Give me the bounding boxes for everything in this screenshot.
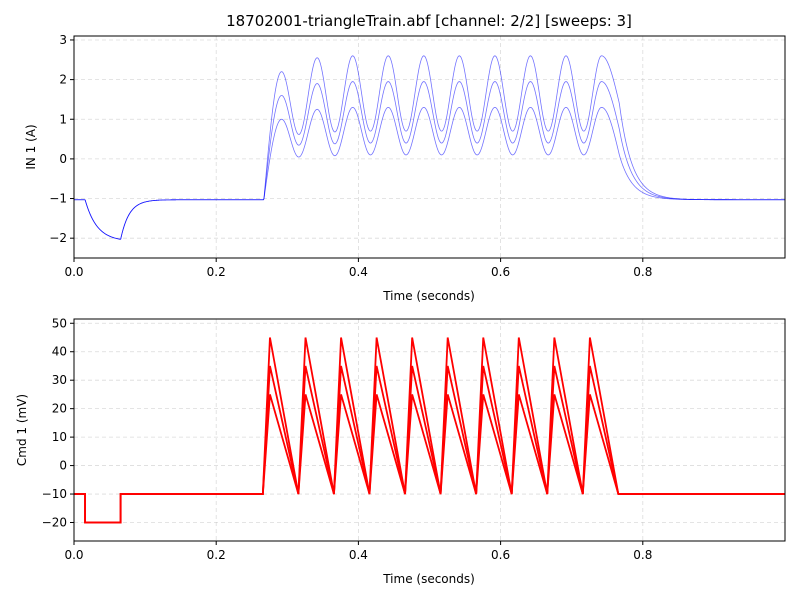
command-y-tick-label: 50 [52, 316, 67, 330]
current-x-tick-label: 0.4 [349, 265, 368, 279]
command-x-tick-label: 0.2 [207, 548, 226, 562]
current-ticks: 0.0 0.2 0.4 0.6 0.8 −2 −1 0 1 2 3 [49, 33, 652, 279]
command-y-tick-label: 40 [52, 345, 67, 359]
command-x-tick-label: 0.6 [491, 548, 510, 562]
command-x-tick-label: 0.8 [633, 548, 652, 562]
current-x-tick-label: 0.8 [633, 265, 652, 279]
current-plot-frame [73, 35, 786, 259]
command-traces [74, 337, 785, 524]
command-x-axis-label: Time (seconds) [382, 572, 475, 586]
current-y-tick-label: 3 [59, 33, 67, 47]
current-y-tick-label: 0 [59, 152, 67, 166]
current-traces [74, 55, 785, 240]
current-y-tick-label: 1 [59, 112, 67, 126]
current-y-axis-label: IN 1 (A) [24, 124, 38, 169]
command-y-tick-label: 20 [52, 402, 67, 416]
current-panel: 0.0 0.2 0.4 0.6 0.8 −2 −1 0 1 2 3 Time (seconds) I… [24, 33, 786, 303]
chart-title: 18702001-triangleTrain.abf [channel: 2/2… [226, 12, 632, 30]
current-x-tick-label: 0.6 [491, 265, 510, 279]
command-y-tick-label: −10 [42, 487, 67, 501]
current-x-tick-label: 0.2 [207, 265, 226, 279]
current-x-axis-label: Time (seconds) [382, 289, 475, 303]
command-plot-frame [73, 318, 786, 542]
command-trace-line [74, 337, 785, 524]
command-panel: 0.0 0.2 0.4 0.6 0.8 −20 −10 0 10 20 30 40 50 Time (s… [15, 316, 786, 586]
command-y-axis-label: Cmd 1 (mV) [15, 394, 29, 466]
current-x-tick-label: 0.0 [64, 265, 83, 279]
current-y-tick-label: −1 [49, 192, 67, 206]
command-y-tick-label: 10 [52, 430, 67, 444]
command-x-tick-label: 0.4 [349, 548, 368, 562]
command-x-tick-label: 0.0 [64, 548, 83, 562]
current-y-tick-label: 2 [59, 73, 67, 87]
command-ticks: 0.0 0.2 0.4 0.6 0.8 −20 −10 0 10 20 30 40 50 [42, 316, 653, 562]
command-y-tick-label: −20 [42, 516, 67, 530]
current-trace-line [74, 55, 785, 240]
current-y-tick-label: −2 [49, 231, 67, 245]
command-y-tick-label: 0 [59, 459, 67, 473]
command-y-tick-label: 30 [52, 373, 67, 387]
